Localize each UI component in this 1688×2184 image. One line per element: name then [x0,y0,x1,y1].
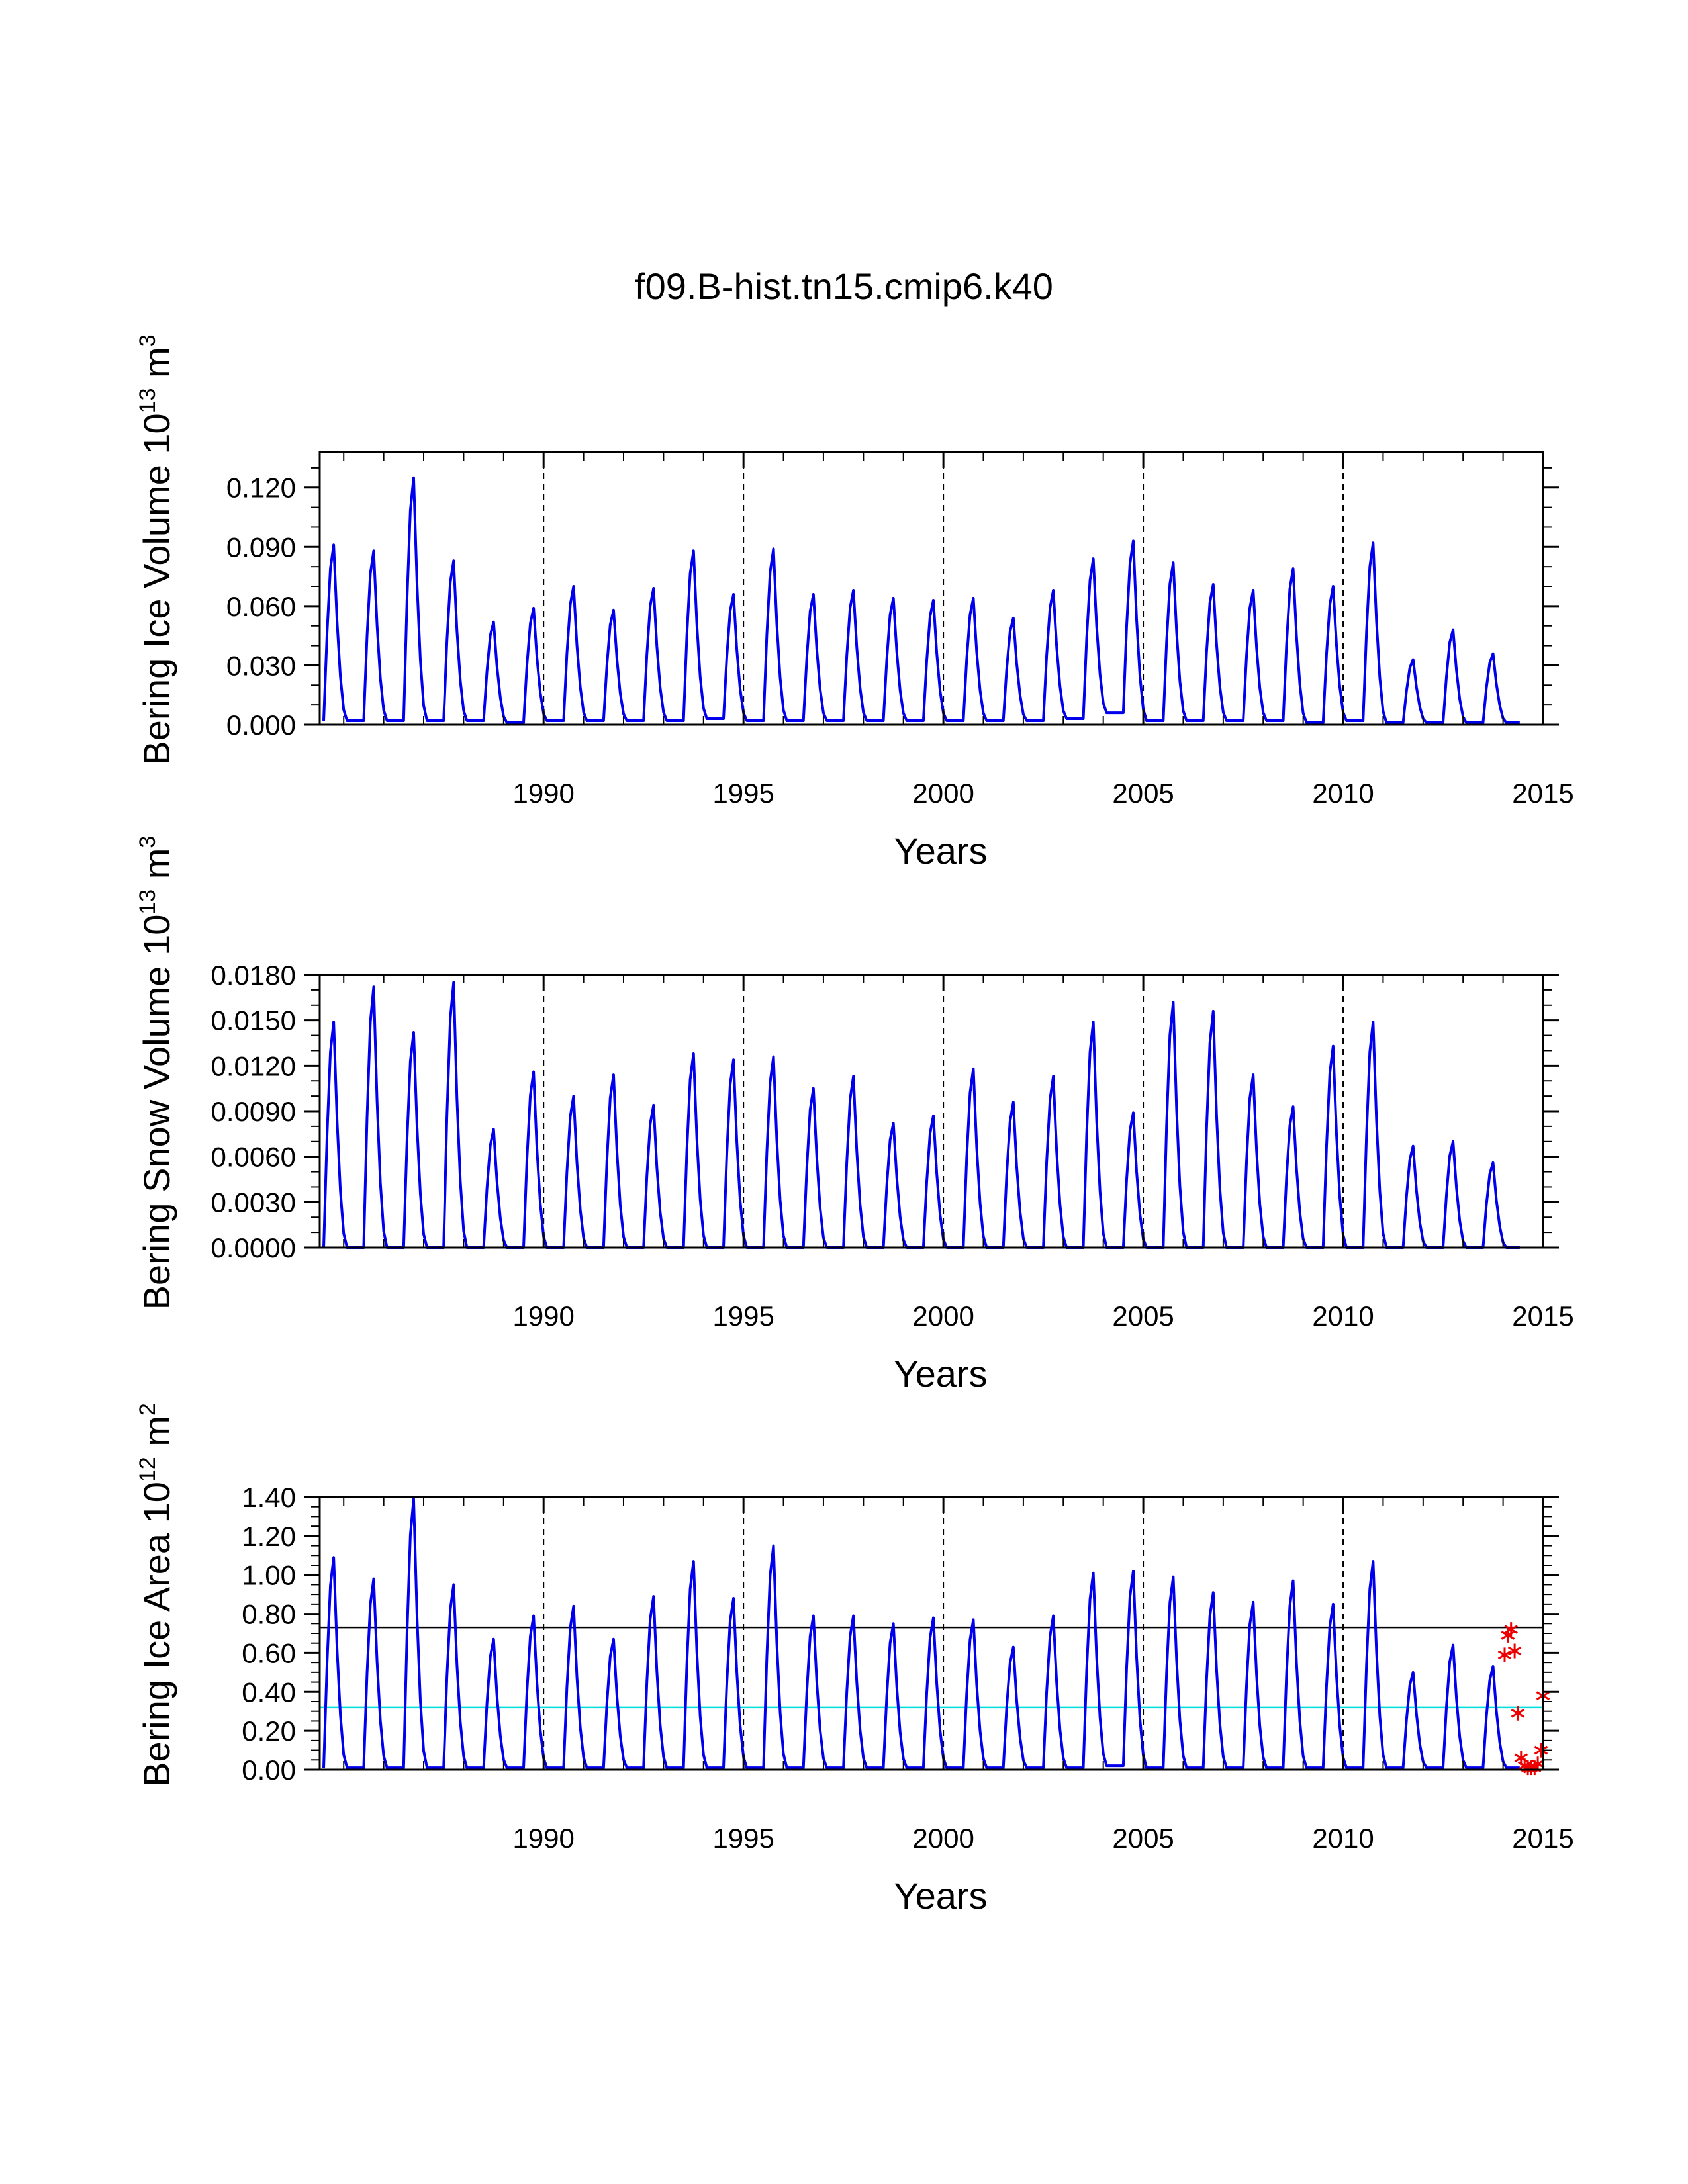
y-axis-title: Bering Ice Area 1012 m2 [135,1403,177,1787]
star-marker [1511,1706,1525,1721]
star-marker [1497,1647,1512,1662]
panel-snow-volume: 0.0000 0.0030 0.0060 0.0090 0.0120 0.0150 0.01… [135,836,1574,1394]
panel-ice-volume: 0.000 0.030 0.060 0.090 0.120 1990 1995 2000 200… [135,334,1574,872]
y-tick-label: 0.000 [226,709,296,741]
y-axis-title-superscript: 13 [135,388,160,413]
x-tick-label: 2005 [1112,1300,1174,1332]
star-marker [1534,1743,1548,1758]
x-tick-label: 2005 [1112,1823,1174,1854]
x-tick-label: 2010 [1312,1823,1374,1854]
x-tick-label: 2000 [912,1300,974,1332]
x-tick-label: 1995 [712,778,774,809]
y-axis-title-part: m [136,1416,177,1457]
y-tick-label: 0.0150 [211,1005,296,1036]
y-axis-title-part: Bering Snow Volume 10 [136,915,177,1310]
x-tick-label: 2000 [912,1823,974,1854]
x-tick-label: 2015 [1512,1300,1573,1332]
x-tick-label: 2010 [1312,778,1374,809]
x-tick-label: 1995 [712,1823,774,1854]
y-tick-label: 0.120 [226,473,296,504]
y-axis-title-superscript: 12 [135,1457,160,1482]
y-tick-label: 0.0090 [211,1096,296,1127]
star-marker [1504,1622,1518,1637]
y-axis-title-part: m [136,347,177,388]
y-axis-title-part: m [136,848,177,889]
x-tick-label: 2015 [1512,778,1573,809]
x-tick-label: 2000 [912,778,974,809]
y-tick-label: 0.80 [242,1599,296,1630]
y-tick-label: 0.030 [226,650,296,681]
x-tick-label: 2015 [1512,1823,1573,1854]
y-tick-label: 0.0180 [211,960,296,991]
y-tick-label: 1.00 [242,1560,296,1591]
y-axis-title-part: Bering Ice Volume 10 [136,413,177,765]
series-line-0 [322,981,1520,1249]
x-tick-label: 1995 [712,1300,774,1332]
y-tick-label: 0.0000 [211,1232,296,1263]
plot-frame [318,451,1544,726]
series-line-0 [322,476,1520,724]
y-axis-title-part: Bering Ice Area 10 [136,1482,177,1787]
y-tick-label: 0.20 [242,1715,296,1747]
y-axis-title: Bering Ice Volume 1013 m3 [135,334,177,765]
y-tick-label: 0.090 [226,531,296,563]
x-tick-label: 1990 [512,1823,574,1854]
y-axis-title-superscript: 3 [135,334,160,347]
x-tick-label: 2010 [1312,1300,1374,1332]
y-axis-title-superscript: 3 [135,836,160,848]
x-tick-label: 1990 [512,1300,574,1332]
y-tick-label: 0.0120 [211,1050,296,1081]
y-tick-label: 0.0060 [211,1142,296,1173]
x-axis-title: Years [894,1875,987,1917]
plot-frame [318,974,1544,1249]
y-axis-title-superscript: 13 [135,889,160,915]
y-tick-label: 0.0030 [211,1187,296,1218]
y-tick-label: 1.40 [242,1482,296,1513]
series-line-0 [322,1497,1520,1770]
x-axis-title: Years [894,830,987,872]
y-tick-label: 0.40 [242,1676,296,1707]
y-axis-title: Bering Snow Volume 1013 m3 [135,836,177,1310]
y-tick-label: 0.060 [226,591,296,622]
x-axis-title: Years [894,1353,987,1394]
y-axis-title-superscript: 2 [135,1403,160,1416]
panels-layer: 0.000 0.030 0.060 0.090 0.120 1990 1995 2000 200… [135,334,1574,1917]
x-tick-label: 2005 [1112,778,1174,809]
panel-ice-area: 0.00 0.20 0.40 0.60 0.80 1.00 1.20 1.40 1990 1995… [135,1403,1574,1917]
y-tick-label: 0.60 [242,1637,296,1668]
star-marker [1507,1643,1522,1659]
x-tick-label: 1990 [512,778,574,809]
y-tick-label: 0.00 [242,1754,296,1786]
y-tick-label: 1.20 [242,1521,296,1552]
figure-title: f09.B-hist.tn15.cmip6.k40 [635,265,1053,307]
